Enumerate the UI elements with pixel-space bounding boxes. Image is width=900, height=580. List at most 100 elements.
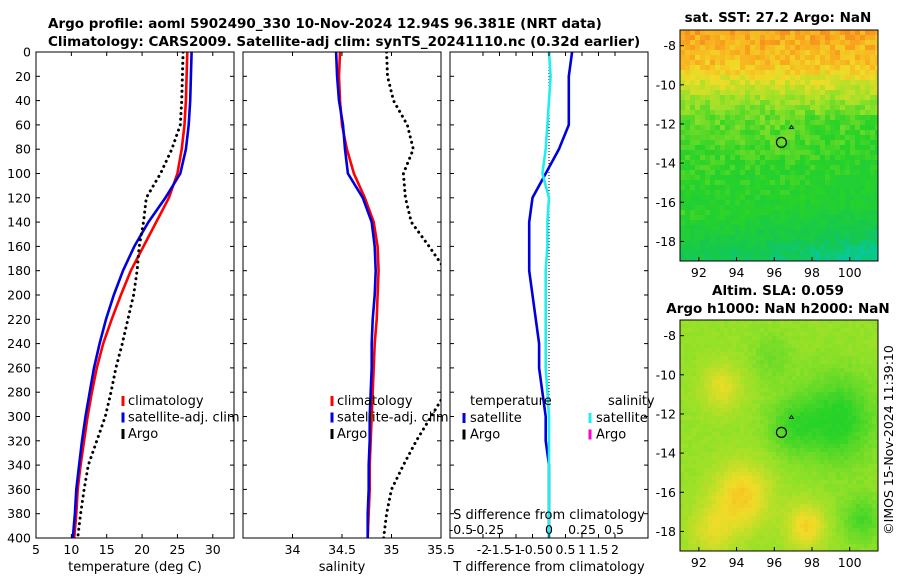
map-cell (852, 452, 857, 457)
map-cell (808, 468, 813, 473)
map-cell (750, 215, 756, 221)
map-cell (876, 380, 878, 385)
map-cell (730, 120, 736, 126)
map-cell (730, 180, 736, 186)
map-cell (845, 245, 851, 251)
map-cell (828, 480, 833, 485)
map-cell (820, 520, 825, 525)
map-cell (784, 380, 789, 385)
map-cell (848, 464, 853, 469)
map-cell (805, 245, 811, 251)
map-cell (815, 135, 821, 141)
map-cell (705, 160, 711, 166)
map-cell (684, 456, 689, 461)
map-cell (755, 30, 761, 36)
map-cell (760, 85, 766, 91)
map-cell (776, 412, 781, 417)
map-cell (732, 476, 737, 481)
map-cell (830, 85, 836, 91)
map-cell (760, 540, 765, 545)
map-cell (788, 448, 793, 453)
map-cell (740, 344, 745, 349)
map-cell (848, 324, 853, 329)
map-cell (776, 436, 781, 441)
map-cell (712, 320, 717, 325)
map-cell (820, 215, 826, 221)
map-cell (732, 392, 737, 397)
map-cell (856, 364, 861, 369)
map-cell (760, 65, 766, 71)
map-cell (772, 496, 777, 501)
map-cell (792, 512, 797, 517)
map-cell (760, 456, 765, 461)
map-cell (805, 220, 811, 226)
map-cell (772, 476, 777, 481)
map-cell (788, 440, 793, 445)
map-cell (790, 235, 796, 241)
map-cell (780, 185, 786, 191)
map-cell (724, 448, 729, 453)
map-cell (760, 396, 765, 401)
map-cell (755, 190, 761, 196)
map-cell (830, 115, 836, 121)
map-cell (860, 205, 866, 211)
map-cell (755, 225, 761, 231)
map-cell (812, 468, 817, 473)
map-cell (784, 364, 789, 369)
map-cell (780, 195, 786, 201)
map-cell (740, 50, 746, 56)
map-cell (760, 364, 765, 369)
map-cell (740, 504, 745, 509)
map-cell (740, 85, 746, 91)
map-cell (828, 472, 833, 477)
map-cell (792, 388, 797, 393)
map-cell (752, 416, 757, 421)
map-cell (830, 110, 836, 116)
map-cell (785, 125, 791, 131)
map-cell (872, 412, 877, 417)
map-cell (696, 488, 701, 493)
map-cell (832, 500, 837, 505)
map-cell (760, 45, 766, 51)
map-cell (830, 45, 836, 51)
map-cell (820, 392, 825, 397)
map-cell (855, 185, 861, 191)
x-tick-label: 35.5 (427, 542, 455, 557)
map-cell (705, 255, 711, 261)
map-cell (868, 444, 873, 449)
map-cell (744, 484, 749, 489)
map-cell (792, 380, 797, 385)
map-cell (736, 436, 741, 441)
map-cell (795, 185, 801, 191)
map-cell (760, 464, 765, 469)
map-cell (740, 348, 745, 353)
map-cell (836, 496, 841, 501)
map-cell (720, 420, 725, 425)
map-cell (740, 60, 746, 66)
map-cell (780, 508, 785, 513)
map-cell (692, 460, 697, 465)
map-cell (680, 392, 685, 397)
map-cell (860, 165, 866, 171)
map-cell (868, 472, 873, 477)
map-cell (740, 120, 746, 126)
map-cell (730, 255, 736, 261)
map-cell (808, 460, 813, 465)
map-cell (725, 155, 731, 161)
map-cell (736, 440, 741, 445)
map-cell (768, 532, 773, 537)
map-cell (830, 195, 836, 201)
map-cell (836, 336, 841, 341)
map-cell (740, 380, 745, 385)
map-cell (840, 235, 846, 241)
map-cell (690, 130, 696, 136)
map-cell (680, 416, 685, 421)
map-cell (808, 488, 813, 493)
map-cell (772, 444, 777, 449)
map-cell (835, 55, 841, 61)
map-cell (805, 65, 811, 71)
map-cell (852, 396, 857, 401)
map-cell (740, 320, 745, 325)
map-cell (716, 440, 721, 445)
map-cell (712, 384, 717, 389)
